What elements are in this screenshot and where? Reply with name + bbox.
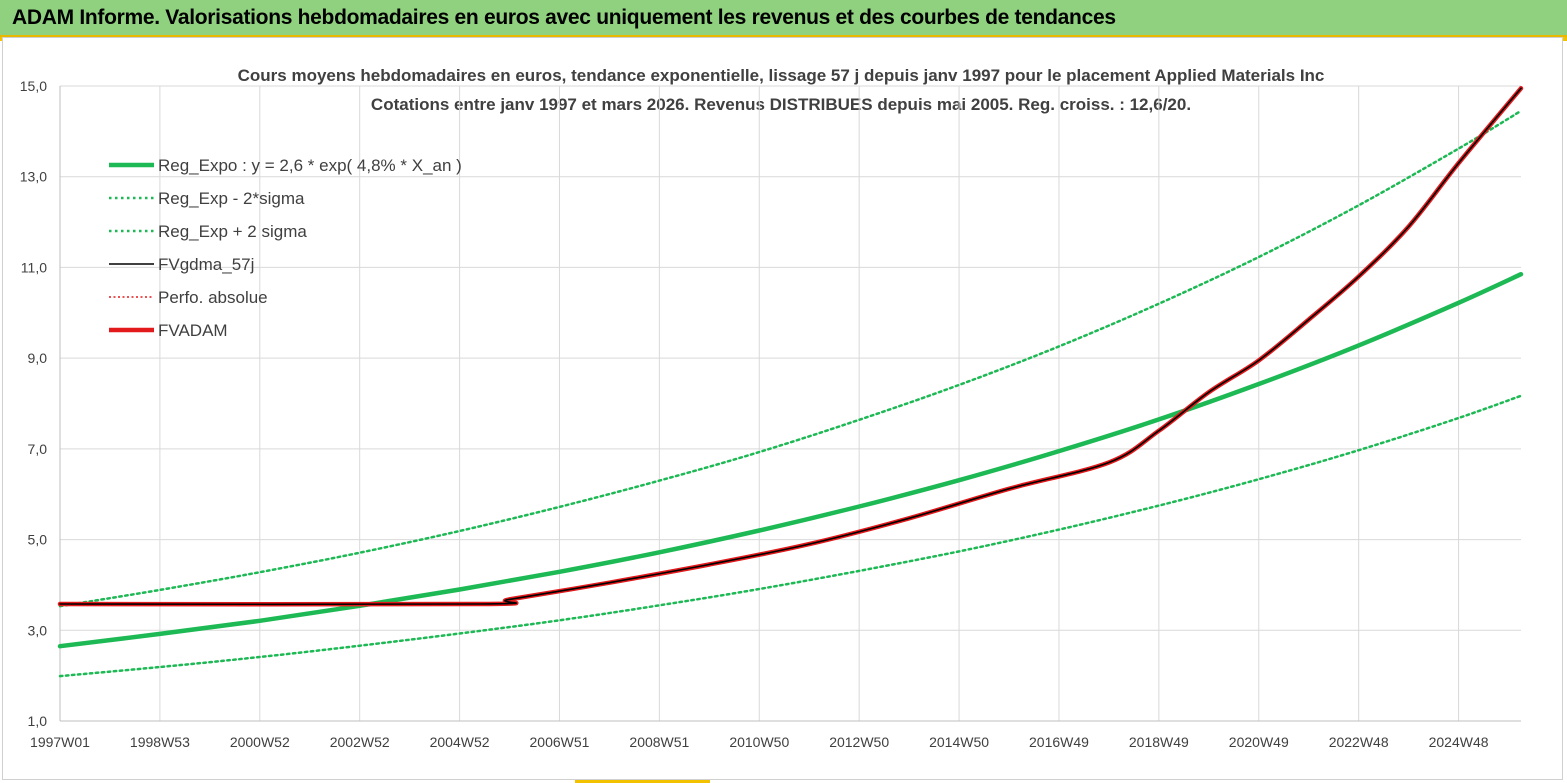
y-tick-label: 3,0 xyxy=(28,622,48,638)
series-line-1 xyxy=(58,394,1523,678)
x-tick-label: 2012W50 xyxy=(829,734,889,750)
y-tick-label: 1,0 xyxy=(28,713,48,729)
x-tick-label: 2006W51 xyxy=(530,734,590,750)
x-tick-label: 2010W50 xyxy=(729,734,789,750)
x-tick-label: 2022W48 xyxy=(1329,734,1389,750)
x-tick-label: 1998W53 xyxy=(130,734,190,750)
banner-title: ADAM Informe. Valorisations hebdomadaire… xyxy=(12,6,1116,29)
legend-label: FVgdma_57j xyxy=(158,255,254,274)
x-tick-label: 2002W52 xyxy=(330,734,390,750)
series-line-0 xyxy=(57,271,1524,649)
x-tick-label: 2024W48 xyxy=(1429,734,1489,750)
y-tick-label: 11,0 xyxy=(21,259,47,275)
x-tick-label: 1997W01 xyxy=(30,734,90,750)
legend-label: Reg_Expo : y = 2,6 * exp( 4,8% * X_an ) xyxy=(158,156,462,175)
x-tick-label: 2020W49 xyxy=(1229,734,1289,750)
series-line-2 xyxy=(58,109,1523,608)
x-tick-label: 2014W50 xyxy=(929,734,989,750)
chart-svg: Cours moyens hebdomadaires en euros, ten… xyxy=(20,66,1524,750)
chart-title: Cours moyens hebdomadaires en euros, ten… xyxy=(238,66,1325,85)
report-banner: ADAM Informe. Valorisations hebdomadaire… xyxy=(0,0,1567,37)
legend-label: Reg_Exp + 2 sigma xyxy=(158,222,307,241)
corner-mark-bottom xyxy=(575,779,710,783)
y-tick-label: 7,0 xyxy=(28,441,48,457)
legend-label: FVADAM xyxy=(158,321,228,340)
x-tick-label: 2004W52 xyxy=(430,734,490,750)
legend-label: Reg_Exp - 2*sigma xyxy=(158,189,305,208)
x-tick-label: 2018W49 xyxy=(1129,734,1189,750)
legend-label: Perfo. absolue xyxy=(158,288,268,307)
x-tick-label: 2008W51 xyxy=(629,734,689,750)
y-tick-label: 9,0 xyxy=(28,350,48,366)
x-tick-label: 2016W49 xyxy=(1029,734,1089,750)
chart-subtitle: Cotations entre janv 1997 et mars 2026. … xyxy=(371,95,1191,114)
y-tick-label: 13,0 xyxy=(20,169,47,185)
chart-area: Cours moyens hebdomadaires en euros, ten… xyxy=(2,37,1563,780)
y-tick-label: 5,0 xyxy=(28,532,48,548)
series-line-3 xyxy=(59,87,1522,606)
y-tick-label: 15,0 xyxy=(20,78,47,94)
x-tick-label: 2000W52 xyxy=(230,734,290,750)
